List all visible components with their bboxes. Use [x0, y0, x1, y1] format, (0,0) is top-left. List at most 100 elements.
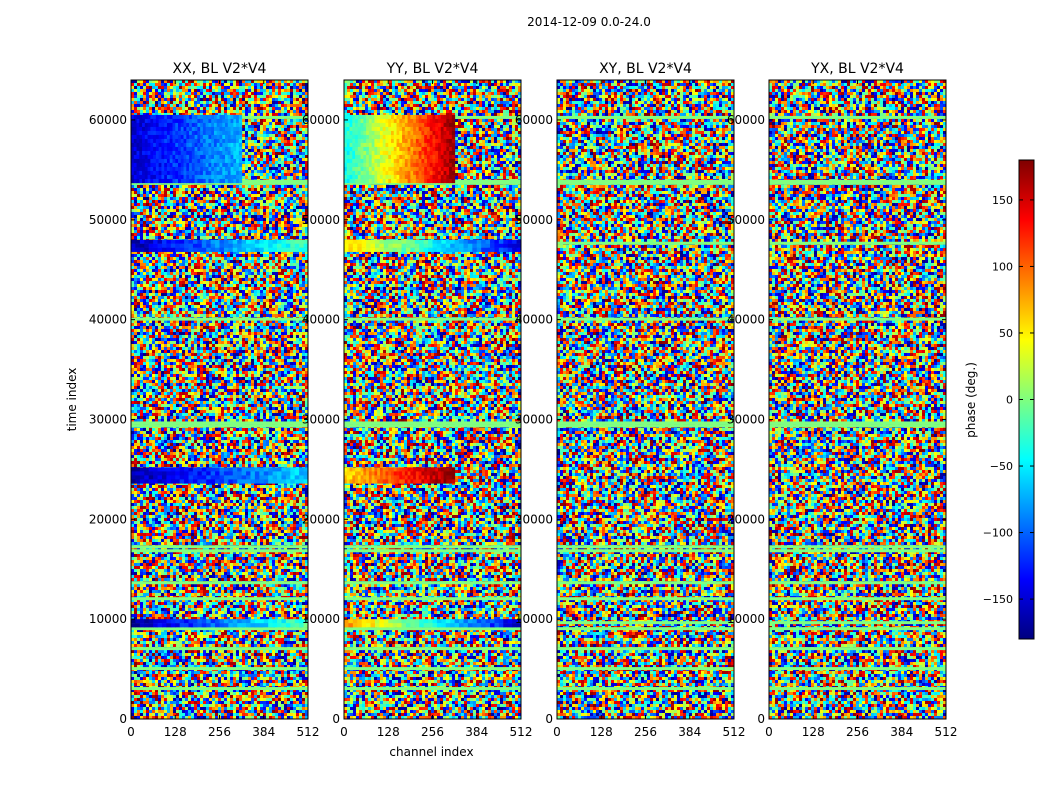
phase-band-cell [216, 166, 220, 172]
phase-band-cell [374, 130, 378, 136]
phase-band-cell [216, 154, 220, 160]
phase-band-cell [449, 174, 453, 180]
phase-band-cell [429, 150, 433, 156]
phase-band-cell [415, 126, 420, 132]
flag-row [769, 424, 946, 428]
phase-band-cell [166, 154, 171, 160]
phase-band-cell [236, 118, 240, 124]
phase-band-cell [357, 471, 362, 476]
phase-band-cell [402, 174, 406, 180]
phase-band-cell [402, 118, 406, 124]
phase-band-cell [172, 170, 176, 176]
phase-band-cell [377, 150, 381, 156]
phase-band-cell [178, 114, 182, 120]
phase-band-cell [385, 479, 389, 484]
phase-band-cell [222, 134, 226, 140]
phase-band-cell [131, 170, 135, 176]
phase-band-cell [153, 126, 157, 132]
phase-band-cell [219, 471, 225, 476]
phase-band-cell [346, 178, 351, 184]
flag-row [557, 627, 734, 631]
phase-band-cell [346, 154, 351, 160]
phase-band-cell [150, 138, 154, 144]
phase-band-cell [446, 122, 450, 128]
flag-row [557, 545, 734, 549]
phase-band-cell [178, 162, 182, 168]
heatmap-image [769, 80, 946, 719]
phase-band-cell [213, 154, 218, 160]
phase-band-cell [366, 154, 370, 160]
phase-band-cell [277, 619, 282, 624]
phase-band-cell [175, 174, 179, 180]
phase-band-cell [402, 138, 406, 144]
phase-band-cell [200, 174, 204, 180]
phase-band-cell [357, 247, 363, 252]
y-tick-label: 30000 [515, 412, 553, 426]
phase-band-cell [148, 247, 154, 252]
phase-band-cell [490, 619, 495, 624]
phase-band-cell [205, 154, 209, 160]
phase-band-cell [232, 243, 238, 248]
phase-band-cell [349, 142, 353, 148]
phase-band-cell [363, 122, 367, 128]
phase-band-cell [355, 174, 359, 180]
phase-band-cell [150, 142, 154, 148]
phase-band-cell [180, 162, 185, 168]
phase-band-cell [175, 166, 179, 172]
phase-band-cell [147, 154, 151, 160]
phase-band-cell [424, 475, 428, 480]
phase-band-cell [161, 118, 165, 124]
phase-band-cell [268, 619, 274, 624]
phase-band-cell [169, 126, 173, 132]
phase-band-cell [438, 178, 442, 184]
phase-band-cell [166, 243, 172, 248]
phase-band-cell [211, 158, 215, 164]
phase-band-cell [200, 178, 204, 184]
phase-band-cell [222, 126, 226, 132]
phase-band-cell [410, 166, 414, 172]
phase-band-cell [346, 162, 351, 168]
phase-band-cell [194, 146, 198, 152]
phase-band-cell [421, 154, 425, 160]
flag-row [769, 621, 946, 625]
phase-band-cell [391, 122, 395, 128]
phase-band-cell [374, 475, 378, 480]
phase-band-cell [238, 154, 243, 160]
phase-band-cell [421, 467, 425, 472]
phase-band-cell [407, 146, 411, 152]
phase-band-cell [216, 142, 220, 148]
phase-band-cell [202, 170, 207, 176]
phase-band-cell [246, 475, 251, 480]
flag-row [131, 687, 308, 691]
phase-band-cell [136, 166, 140, 172]
phase-band-cell [201, 467, 207, 472]
phase-band-cell [272, 479, 278, 484]
phase-band-cell [189, 114, 193, 120]
phase-band-cell [208, 134, 212, 140]
phase-band-cell [227, 166, 232, 172]
phase-band-cell [189, 118, 193, 124]
phase-band-cell [401, 247, 407, 252]
y-tick-label: 60000 [515, 113, 553, 127]
phase-band-cell [426, 170, 431, 176]
phase-band-cell [344, 471, 348, 476]
panel-3: YX, BL V2*V40 128 256 384 512010000200003000… [727, 61, 958, 739]
flag-row [769, 115, 946, 119]
phase-band-cell [155, 138, 160, 144]
phase-band-cell [169, 142, 173, 148]
phase-band-cell [421, 126, 425, 132]
phase-band-cell [205, 178, 209, 184]
phase-band-cell [438, 467, 442, 472]
phase-band-cell [385, 138, 389, 144]
x-tick-label: 128 [377, 725, 400, 739]
phase-band-cell [241, 247, 247, 252]
phase-band-cell [438, 150, 442, 156]
phase-band-cell [133, 142, 138, 148]
phase-band-cell [391, 166, 395, 172]
phase-band-cell [179, 479, 185, 484]
phase-band-cell [164, 158, 168, 164]
phase-band-cell [366, 130, 370, 136]
phase-band-cell [440, 142, 445, 148]
phase-band-cell [178, 178, 182, 184]
phase-band-cell [238, 178, 243, 184]
